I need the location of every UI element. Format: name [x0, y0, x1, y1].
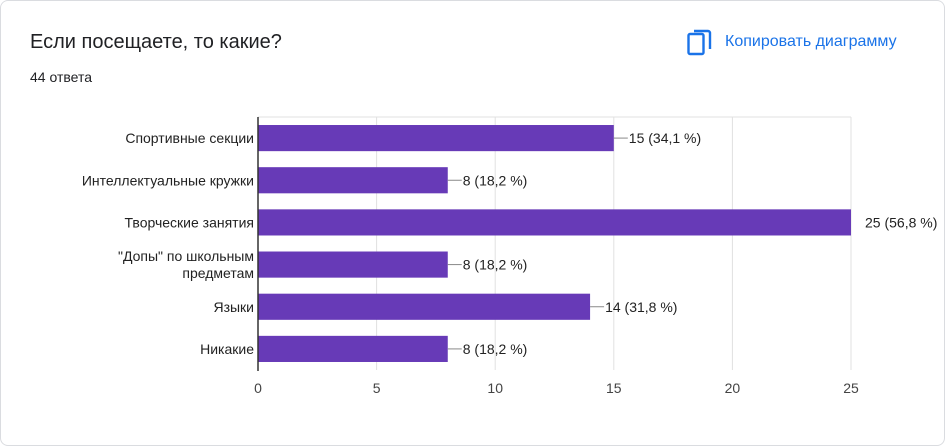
x-tick-label: 20 [725, 380, 741, 396]
category-label: "Допы" по школьным [118, 248, 254, 264]
copy-chart-button[interactable]: Копировать диаграмму [681, 23, 903, 61]
bar [258, 293, 591, 320]
category-label: Творческие занятия [124, 214, 254, 230]
category-label: предметам [182, 265, 254, 281]
bar [258, 335, 448, 362]
x-tick-label: 15 [606, 380, 622, 396]
category-label: Спортивные секции [125, 130, 254, 146]
bar [258, 125, 614, 152]
question-title: Если посещаете, то какие? [30, 31, 282, 53]
response-count: 44 ответа [30, 69, 92, 85]
data-label: 8 (18,2 %) [463, 257, 528, 273]
bar [258, 251, 448, 278]
bar [258, 167, 448, 194]
bar [258, 209, 851, 236]
x-tick-label: 25 [843, 380, 859, 396]
data-label: 15 (34,1 %) [629, 130, 701, 146]
copy-chart-label: Копировать диаграмму [725, 33, 897, 50]
x-tick-label: 10 [487, 380, 503, 396]
copy-icon [687, 28, 713, 56]
category-label: Интеллектуальные кружки [82, 172, 254, 188]
data-label: 8 (18,2 %) [463, 172, 528, 188]
data-label: 14 (31,8 %) [605, 299, 677, 315]
category-label: Никакие [200, 341, 254, 357]
data-label: 8 (18,2 %) [463, 341, 528, 357]
x-tick-label: 5 [373, 380, 381, 396]
x-tick-label: 0 [254, 380, 262, 396]
data-label: 25 (56,8 %) [865, 214, 937, 230]
category-label: Языки [213, 299, 254, 315]
